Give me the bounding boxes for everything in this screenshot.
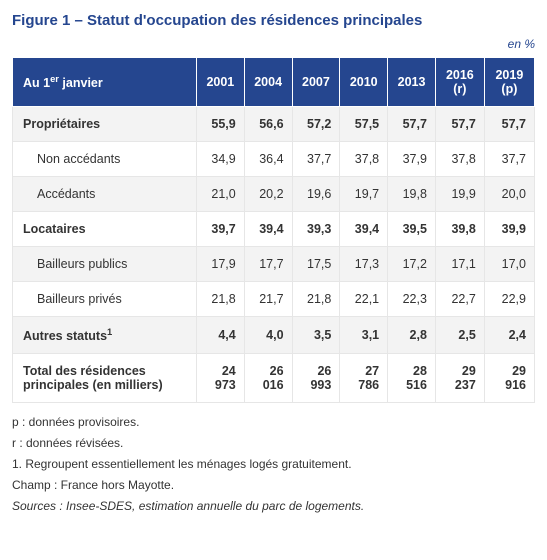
cell-value: 17,0 xyxy=(484,247,534,282)
cell-value: 57,7 xyxy=(484,107,534,142)
cell-value: 37,8 xyxy=(340,142,388,177)
cell-value: 20,0 xyxy=(484,177,534,212)
cell-value: 29 916 xyxy=(484,354,534,403)
cell-value: 21,0 xyxy=(196,177,244,212)
cell-value: 17,3 xyxy=(340,247,388,282)
cell-value: 3,1 xyxy=(340,317,388,354)
table-head: Au 1er janvier200120042007201020132016 (… xyxy=(13,58,535,107)
col-header: 2019 (p) xyxy=(484,58,534,107)
cell-value: 2,5 xyxy=(435,317,484,354)
cell-value: 39,7 xyxy=(196,212,244,247)
col-header: 2010 xyxy=(340,58,388,107)
cell-value: 28 516 xyxy=(388,354,436,403)
unit-label: en % xyxy=(12,37,535,51)
cell-value: 17,1 xyxy=(435,247,484,282)
cell-value: 21,8 xyxy=(196,282,244,317)
cell-value: 26 993 xyxy=(292,354,340,403)
table-row: Bailleurs publics17,917,717,517,317,217,… xyxy=(13,247,535,282)
figure-title: Figure 1 – Statut d'occupation des résid… xyxy=(12,12,535,29)
cell-value: 2,4 xyxy=(484,317,534,354)
cell-value: 57,2 xyxy=(292,107,340,142)
cell-value: 17,7 xyxy=(244,247,292,282)
table-body: Propriétaires55,956,657,257,557,757,757,… xyxy=(13,107,535,403)
cell-value: 37,7 xyxy=(292,142,340,177)
row-label: Non accédants xyxy=(13,142,197,177)
table-row: Accédants21,020,219,619,719,819,920,0 xyxy=(13,177,535,212)
col-header: 2004 xyxy=(244,58,292,107)
figure-title-prefix: Figure 1 – xyxy=(12,12,87,29)
row-label: Bailleurs privés xyxy=(13,282,197,317)
col-header: 2001 xyxy=(196,58,244,107)
cell-value: 37,9 xyxy=(388,142,436,177)
cell-value: 21,8 xyxy=(292,282,340,317)
cell-value: 55,9 xyxy=(196,107,244,142)
cell-value: 22,7 xyxy=(435,282,484,317)
table-row: Propriétaires55,956,657,257,557,757,757,… xyxy=(13,107,535,142)
col-header: 2013 xyxy=(388,58,436,107)
cell-value: 37,8 xyxy=(435,142,484,177)
col-header-rowlabel: Au 1er janvier xyxy=(13,58,197,107)
source-line: Sources : Insee-SDES, estimation annuell… xyxy=(12,497,535,515)
row-label: Propriétaires xyxy=(13,107,197,142)
cell-value: 22,9 xyxy=(484,282,534,317)
cell-value: 19,8 xyxy=(388,177,436,212)
cell-value: 19,7 xyxy=(340,177,388,212)
row-label: Autres statuts1 xyxy=(13,317,197,354)
cell-value: 57,5 xyxy=(340,107,388,142)
cell-value: 57,7 xyxy=(435,107,484,142)
col-header: 2016 (r) xyxy=(435,58,484,107)
data-table: Au 1er janvier200120042007201020132016 (… xyxy=(12,57,535,403)
row-label: Total des résidences principales (en mil… xyxy=(13,354,197,403)
cell-value: 22,1 xyxy=(340,282,388,317)
cell-value: 17,5 xyxy=(292,247,340,282)
cell-value: 2,8 xyxy=(388,317,436,354)
cell-value: 34,9 xyxy=(196,142,244,177)
cell-value: 39,8 xyxy=(435,212,484,247)
notes-block: p : données provisoires. r : données révi… xyxy=(12,413,535,515)
cell-value: 4,4 xyxy=(196,317,244,354)
cell-value: 3,5 xyxy=(292,317,340,354)
row-label: Locataires xyxy=(13,212,197,247)
table-row: Locataires39,739,439,339,439,539,839,9 xyxy=(13,212,535,247)
cell-value: 39,5 xyxy=(388,212,436,247)
cell-value: 29 237 xyxy=(435,354,484,403)
cell-value: 26 016 xyxy=(244,354,292,403)
note-line: 1. Regroupent essentiellement les ménage… xyxy=(12,455,535,473)
cell-value: 19,9 xyxy=(435,177,484,212)
cell-value: 20,2 xyxy=(244,177,292,212)
cell-value: 21,7 xyxy=(244,282,292,317)
note-line: r : données révisées. xyxy=(12,434,535,452)
cell-value: 17,2 xyxy=(388,247,436,282)
cell-value: 57,7 xyxy=(388,107,436,142)
table-row: Autres statuts14,44,03,53,12,82,52,4 xyxy=(13,317,535,354)
cell-value: 27 786 xyxy=(340,354,388,403)
cell-value: 37,7 xyxy=(484,142,534,177)
figure-title-main: Statut d'occupation des résidences princ… xyxy=(87,12,422,29)
col-header: 2007 xyxy=(292,58,340,107)
cell-value: 39,4 xyxy=(244,212,292,247)
table-row: Bailleurs privés21,821,721,822,122,322,7… xyxy=(13,282,535,317)
cell-value: 4,0 xyxy=(244,317,292,354)
cell-value: 17,9 xyxy=(196,247,244,282)
cell-value: 39,3 xyxy=(292,212,340,247)
note-line: p : données provisoires. xyxy=(12,413,535,431)
cell-value: 19,6 xyxy=(292,177,340,212)
cell-value: 39,4 xyxy=(340,212,388,247)
cell-value: 56,6 xyxy=(244,107,292,142)
row-label: Accédants xyxy=(13,177,197,212)
cell-value: 24 973 xyxy=(196,354,244,403)
table-row: Non accédants34,936,437,737,837,937,837,… xyxy=(13,142,535,177)
table-row: Total des résidences principales (en mil… xyxy=(13,354,535,403)
cell-value: 39,9 xyxy=(484,212,534,247)
cell-value: 22,3 xyxy=(388,282,436,317)
row-label: Bailleurs publics xyxy=(13,247,197,282)
note-line: Champ : France hors Mayotte. xyxy=(12,476,535,494)
cell-value: 36,4 xyxy=(244,142,292,177)
